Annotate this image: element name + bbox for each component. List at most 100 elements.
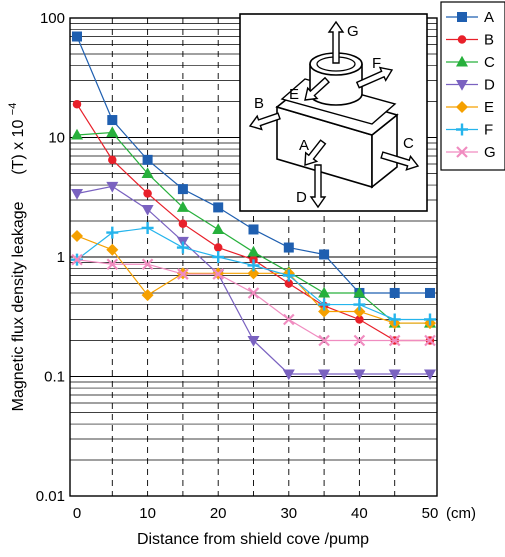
y-axis-label: Magnetic flux density leakage (T) x 10 −… xyxy=(7,103,27,412)
data-point-d xyxy=(106,181,119,193)
data-point-c xyxy=(318,286,331,298)
legend-marker xyxy=(457,12,467,22)
data-point-c xyxy=(247,245,260,257)
legend-item-b: B xyxy=(446,32,494,49)
legend-label: F xyxy=(484,122,493,139)
legend-marker xyxy=(456,101,468,113)
data-point-b xyxy=(108,155,117,165)
y-tick-label: 0.1 xyxy=(44,369,65,386)
data-point-g xyxy=(212,268,224,280)
data-point-g xyxy=(283,313,295,326)
series-g xyxy=(71,253,436,347)
arrow-f xyxy=(355,66,394,89)
data-point-f xyxy=(106,226,119,239)
direction-label-a: A xyxy=(299,137,309,154)
y-axis-label-spacer xyxy=(10,179,27,197)
data-point-f xyxy=(424,313,436,326)
x-axis-label: Distance from shield cove /pump xyxy=(137,531,369,548)
data-point-f xyxy=(282,269,295,282)
direction-label-e: E xyxy=(289,86,299,103)
data-point-g xyxy=(106,258,119,271)
y-axis-label-main: Magnetic flux density leakage xyxy=(10,201,27,411)
legend-item-a: A xyxy=(446,9,494,26)
arrow-c xyxy=(380,151,420,171)
data-point-f xyxy=(176,241,189,254)
data-point-g xyxy=(141,258,154,271)
data-point-e xyxy=(247,267,260,280)
legend-marker xyxy=(456,146,468,158)
data-point-f xyxy=(318,298,331,311)
data-point-e xyxy=(318,305,331,318)
legend-marker xyxy=(457,35,467,44)
data-point-a xyxy=(142,154,153,165)
legend-item-f: F xyxy=(446,122,493,139)
direction-label-c: C xyxy=(403,135,414,152)
data-point-c xyxy=(353,286,366,298)
data-point-f xyxy=(388,313,401,326)
data-point-g xyxy=(177,268,189,280)
legend-item-c: C xyxy=(446,54,495,71)
x-axis-unit: (cm) xyxy=(446,505,476,522)
y-tick-label: 0.01 xyxy=(36,488,65,505)
y-tick-label: 100 xyxy=(40,10,65,27)
legend-label: D xyxy=(484,77,495,94)
x-tick-label: 0 xyxy=(73,505,81,522)
direction-arrows xyxy=(248,20,420,209)
legend-frame xyxy=(440,1,505,171)
data-point-g xyxy=(71,253,83,266)
x-tick-label: 50 xyxy=(422,505,439,522)
series-layer xyxy=(71,31,436,381)
y-axis-label-exponent: −4 xyxy=(7,103,19,116)
data-point-f xyxy=(247,259,260,272)
y-axis-label-unit: (T) x 10 xyxy=(10,120,27,175)
direction-label-f: F xyxy=(372,55,381,72)
data-point-g xyxy=(388,334,401,347)
y-tick-label: 10 xyxy=(48,130,65,147)
legend-marker xyxy=(456,123,468,136)
data-point-b xyxy=(355,315,364,324)
data-point-b xyxy=(143,189,152,198)
legend-item-g: G xyxy=(446,144,496,161)
data-point-c xyxy=(176,201,189,212)
data-point-d xyxy=(353,369,366,381)
data-point-f xyxy=(212,251,225,263)
x-tick-label: 40 xyxy=(351,505,368,522)
arrow-g xyxy=(327,20,345,64)
data-point-g xyxy=(247,287,260,299)
data-point-g xyxy=(424,334,436,347)
data-point-d xyxy=(388,369,401,381)
data-point-g xyxy=(353,334,366,347)
pump-diagram-inset: G F E B A C D xyxy=(239,13,428,212)
legend-label: G xyxy=(484,144,496,161)
data-point-d xyxy=(282,369,295,381)
data-point-e xyxy=(141,289,154,302)
data-point-b xyxy=(178,219,188,228)
arrow-e xyxy=(304,76,330,101)
x-tick-label: 20 xyxy=(210,505,227,522)
data-point-b xyxy=(72,99,82,109)
data-point-d xyxy=(318,369,331,381)
data-point-a xyxy=(107,115,118,126)
data-point-a xyxy=(425,287,435,298)
legend-item-e: E xyxy=(446,99,494,116)
data-point-f xyxy=(353,298,366,311)
series-f xyxy=(71,221,436,326)
data-point-a xyxy=(248,224,259,235)
tick-labels: 0 10 20 30 40 50 0.01 0.1 1 10 100 xyxy=(36,10,439,522)
arrow-a xyxy=(304,139,327,166)
data-point-b xyxy=(213,243,223,252)
data-point-b xyxy=(284,279,294,288)
data-point-c xyxy=(106,126,119,138)
legend-marker xyxy=(456,80,468,91)
legend-label: B xyxy=(484,32,494,49)
data-point-a xyxy=(72,31,82,42)
series-a xyxy=(72,31,435,298)
data-point-a xyxy=(177,184,188,195)
arrow-d xyxy=(309,164,327,209)
x-tick-label: 30 xyxy=(280,505,297,522)
data-point-d xyxy=(424,369,436,381)
y-tick-label: 1 xyxy=(57,249,65,266)
legend-label: C xyxy=(484,54,495,71)
